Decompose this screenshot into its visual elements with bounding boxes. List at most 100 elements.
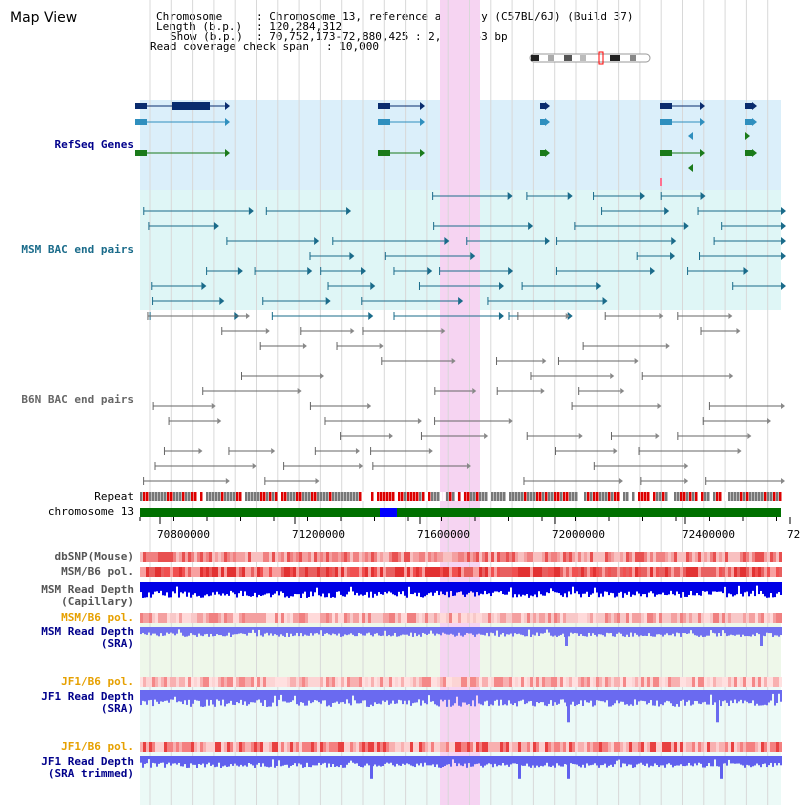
polymorphism-cell [335, 567, 338, 577]
repeat-block [227, 492, 230, 501]
polymorphism-cell [308, 552, 311, 562]
polymorphism-cell [260, 552, 263, 562]
depth-bar [166, 627, 168, 633]
polymorphism-cell [596, 567, 599, 577]
polymorphism-cell [194, 613, 197, 623]
polymorphism-cell [509, 742, 512, 752]
depth-bar [668, 627, 670, 636]
depth-bar [286, 756, 288, 765]
polymorphism-cell [233, 613, 236, 623]
depth-bar [434, 627, 436, 636]
depth-bar [480, 756, 482, 766]
depth-bar [416, 582, 418, 597]
depth-bar [598, 756, 600, 768]
polymorphism-cell [761, 552, 764, 562]
depth-bar [220, 756, 222, 768]
depth-bar [446, 756, 448, 765]
polymorphism-cell [719, 742, 722, 752]
polymorphism-cell [431, 613, 434, 623]
depth-bar [350, 690, 352, 706]
depth-bar [580, 627, 582, 635]
track-label-b6n-bac[interactable]: B6N BAC end pairs [21, 393, 134, 406]
chromosome-ideogram[interactable] [529, 51, 651, 65]
polymorphism-cell [545, 742, 548, 752]
repeat-block [218, 492, 221, 501]
polymorphism-cell [629, 742, 632, 752]
depth-bar [400, 756, 402, 766]
depth-bar [182, 582, 184, 594]
depth-bar [416, 690, 418, 703]
depth-bar [666, 627, 668, 634]
polymorphism-cell [302, 567, 305, 577]
depth-bar [544, 627, 546, 633]
depth-bar [284, 582, 286, 598]
depth-bar [254, 582, 256, 593]
depth-bar [288, 582, 290, 598]
polymorphism-cell [182, 742, 185, 752]
depth-bar [620, 582, 622, 592]
polymorphism-cell [719, 613, 722, 623]
depth-bar [732, 582, 734, 597]
depth-bar [146, 756, 148, 764]
depth-bar [352, 690, 354, 696]
polymorphism-cell [200, 677, 203, 687]
repeat-block [383, 492, 386, 501]
polymorphism-cell [740, 742, 743, 752]
depth-bar [458, 627, 460, 633]
depth-bar [144, 690, 146, 702]
polymorphism-cell [716, 567, 719, 577]
depth-bar [190, 627, 192, 634]
polymorphism-cell [350, 567, 353, 577]
repeat-block [470, 492, 473, 501]
depth-bar [422, 690, 424, 701]
polymorphism-cell [617, 613, 620, 623]
polymorphism-cell [308, 567, 311, 577]
depth-bar [232, 690, 234, 705]
polymorphism-cell [191, 742, 194, 752]
depth-bar [454, 627, 456, 637]
track-label-msm-bac[interactable]: MSM BAC end pairs [21, 243, 134, 256]
polymorphism-cell [614, 552, 617, 562]
depth-bar [180, 582, 182, 593]
polymorphism-cell [188, 613, 191, 623]
depth-bar [534, 690, 536, 707]
polymorphism-cell [290, 742, 293, 752]
polymorphism-cell [656, 613, 659, 623]
b6n-bac-arrow [367, 403, 372, 409]
polymorphism-cell [224, 742, 227, 752]
repeat-block [146, 492, 149, 501]
depth-bar [550, 582, 552, 589]
polymorphism-cell [620, 552, 623, 562]
polymorphism-cell [206, 552, 209, 562]
depth-bar [622, 690, 624, 702]
depth-bar [346, 582, 348, 595]
polymorphism-cell [386, 742, 389, 752]
polymorphism-cell [437, 742, 440, 752]
depth-bar [176, 627, 178, 634]
polymorphism-cell [725, 677, 728, 687]
depth-bar [180, 690, 182, 702]
depth-bar [414, 627, 416, 634]
polymorphism-cell [704, 552, 707, 562]
depth-bar [378, 690, 380, 704]
track-label-refseq[interactable]: RefSeq Genes [54, 138, 134, 151]
depth-bar [496, 690, 498, 700]
repeat-block [299, 492, 302, 501]
polymorphism-cell [353, 567, 356, 577]
polymorphism-cell [377, 742, 380, 752]
polymorphism-cell [152, 677, 155, 687]
polymorphism-cell [545, 613, 548, 623]
polymorphism-cell [728, 567, 731, 577]
depth-bar [304, 582, 306, 592]
polymorphism-cell [533, 677, 536, 687]
depth-bar [678, 627, 680, 634]
polymorphism-cell [596, 677, 599, 687]
polymorphism-cell [494, 613, 497, 623]
repeat-block [488, 492, 491, 501]
depth-bar [750, 690, 752, 704]
polymorphism-cell [533, 613, 536, 623]
depth-bar [682, 627, 684, 634]
depth-bar [288, 627, 290, 637]
depth-bar [518, 582, 520, 595]
